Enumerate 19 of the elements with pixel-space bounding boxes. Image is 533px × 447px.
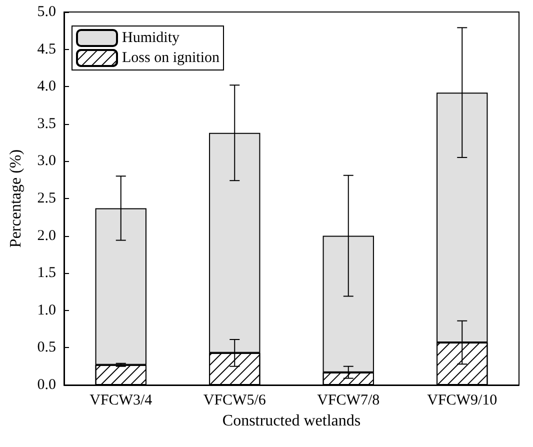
x-tick-label: VFCW3/4 xyxy=(90,392,153,408)
y-tick-label: 2.5 xyxy=(37,190,56,206)
y-tick-label: 2.0 xyxy=(37,228,56,244)
y-tick-label: 1.0 xyxy=(37,302,56,318)
legend-label: Loss on ignition xyxy=(122,50,220,66)
y-tick-label: 5.0 xyxy=(37,4,56,20)
x-tick-label: VFCW9/10 xyxy=(427,392,498,408)
y-tick-label: 4.0 xyxy=(37,78,56,95)
x-axis-title: Constructed wetlands xyxy=(222,412,361,430)
x-tick-label: VFCW7/8 xyxy=(317,392,380,408)
legend-label: Humidity xyxy=(122,30,180,46)
y-tick-label: 4.5 xyxy=(37,41,56,58)
y-tick-label: 3.0 xyxy=(37,153,56,170)
x-tick-label: VFCW5/6 xyxy=(203,392,266,408)
y-tick-label: 0.5 xyxy=(37,340,56,356)
y-tick-label: 0.0 xyxy=(37,377,56,393)
y-tick-label: 3.5 xyxy=(37,116,56,132)
y-tick-label: 1.5 xyxy=(37,265,56,282)
y-axis-title: Percentage (%) xyxy=(8,149,24,248)
